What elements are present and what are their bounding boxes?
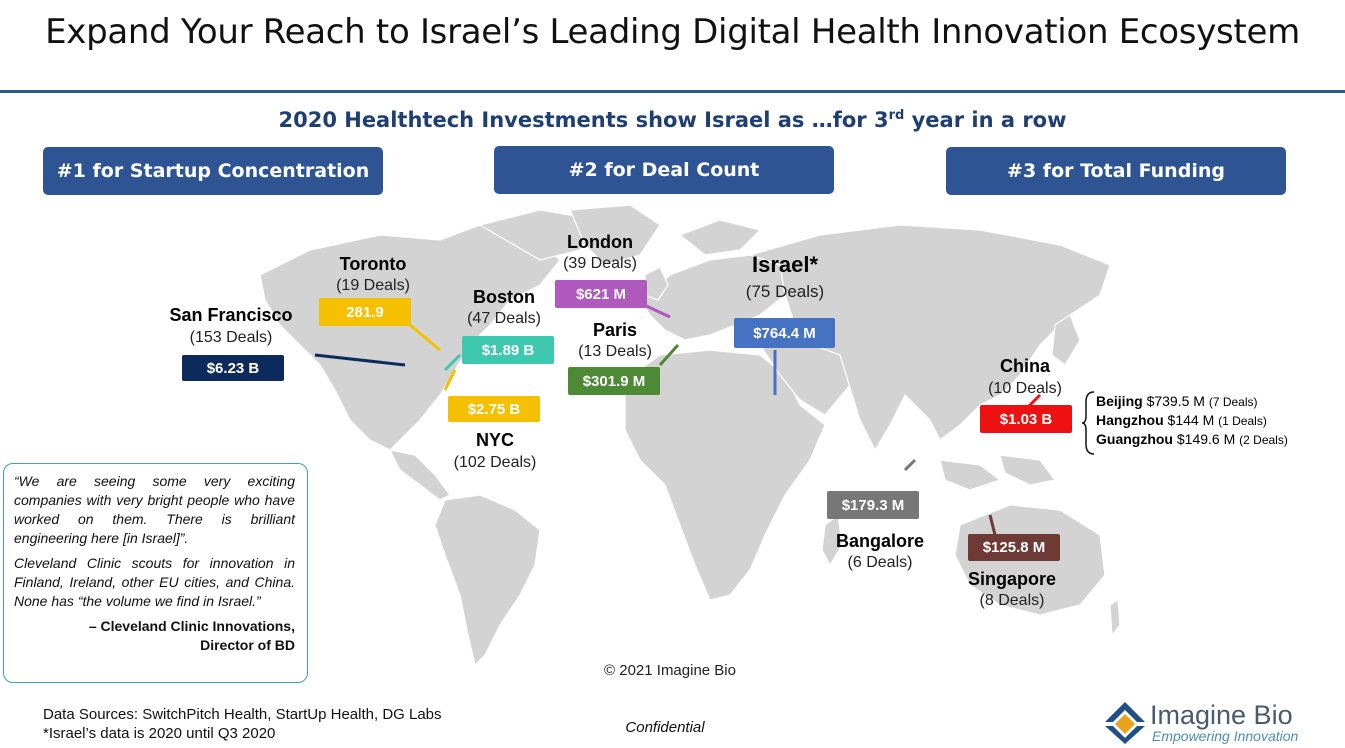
city-deals-london: (39 Deals) [563,255,637,272]
amount-tag-london: $621 M [555,280,647,308]
china-breakdown-deals: (2 Deals) [1239,433,1288,447]
subtitle: 2020 Healthtech Investments show Israel … [0,108,1345,132]
city-deals-boston: (47 Deals) [467,310,541,327]
amount-tag-bangalore: $179.3 M [827,491,919,519]
amount-tag-paris: $301.9 M [568,367,660,395]
china-breakdown-city: Hangzhou [1096,412,1164,428]
china-breakdown-city: Guangzhou [1096,431,1173,447]
china-brace [1082,391,1095,455]
china-breakdown-city: Beijing [1096,393,1143,409]
logo-name: Imagine Bio [1150,700,1293,730]
city-deals-china: (10 Deals) [988,380,1062,397]
china-breakdown-amount: $144 M [1167,412,1215,428]
world-map [259,205,1120,667]
imagine-bio-logo-icon [1105,702,1145,744]
china-breakdown-deals: (7 Deals) [1208,395,1258,409]
city-name-nyc: NYC [475,430,514,450]
amount-tag-israel: $764.4 M [734,318,835,348]
sources-line: Data Sources: SwitchPitch Health, StartU… [43,706,442,723]
china-breakdown-amount: $739.5 M [1146,393,1205,409]
city-deals-bangalore: (6 Deals) [847,554,913,571]
rank-total-funding-button[interactable]: #3 for Total Funding [946,147,1286,195]
city-name-bangalore: Bangalore [835,531,925,551]
quote-author-line-2: Director of BD [200,637,295,653]
city-name-san-francisco: San Francisco [169,305,293,325]
quote-paragraph-2: Cleveland Clinic scouts for innovation i… [14,555,295,609]
quote-author: – Cleveland Clinic Innovations, Director… [14,617,295,655]
confidential-label: Confidential [625,719,705,736]
title-divider [0,90,1345,93]
city-deals-nyc: (102 Deals) [453,454,537,471]
logo-tagline: Empowering Innovation [1152,728,1299,744]
city-name-toronto: Toronto [339,254,407,274]
subtitle-end: year in a row [904,108,1067,132]
china-breakdown-amount: $149.6 M [1176,431,1236,447]
city-name-london: London [567,232,633,252]
page-title: Expand Your Reach to Israel’s Leading Di… [45,12,1300,52]
city-deals-san-francisco: (153 Deals) [189,329,273,346]
city-deals-singapore: (8 Deals) [979,592,1045,609]
quote-paragraph-1: “We are seeing some very exciting compan… [14,473,295,546]
data-sources: Data Sources: SwitchPitch Health, StartU… [43,705,442,743]
rank-startup-concentration-button[interactable]: #1 for Startup Concentration [43,147,383,195]
city-name-israel: Israel* [751,252,819,277]
quote-author-line-1: – Cleveland Clinic Innovations, [88,618,295,634]
china-breakdown-beijing: Beijing $739.5 M (7 Deals) [1096,393,1258,409]
amount-tag-singapore: $125.8 M [968,534,1060,561]
subtitle-main: 2020 Healthtech Investments show Israel … [278,108,889,132]
china-breakdown-deals: (1 Deals) [1218,414,1267,428]
china-breakdown-hangzhou: Hangzhou $144 M (1 Deals) [1096,412,1267,428]
copyright-text: © 2021 Imagine Bio [604,662,736,679]
amount-tag-china: $1.03 B [980,405,1072,433]
amount-tag-nyc: $2.75 B [448,396,540,422]
city-name-paris: Paris [592,320,638,340]
city-name-singapore: Singapore [967,569,1056,589]
israel-data-note: *Israel’s data is 2020 until Q3 2020 [43,725,276,742]
amount-tag-boston: $1.89 B [462,336,554,364]
china-breakdown-guangzhou: Guangzhou $149.6 M (2 Deals) [1096,431,1288,447]
city-deals-israel: (75 Deals) [745,282,825,301]
subtitle-sup: rd [888,108,905,123]
city-name-china: China [999,356,1050,376]
city-deals-paris: (13 Deals) [578,343,652,360]
testimonial-quote-box: “We are seeing some very exciting compan… [3,463,308,683]
amount-tag-san-francisco: $6.23 B [182,355,284,381]
rank-deal-count-button[interactable]: #2 for Deal Count [494,146,834,194]
amount-tag-toronto: 281.9 [319,298,411,326]
city-name-boston: Boston [473,287,535,307]
city-deals-toronto: (19 Deals) [336,277,410,294]
